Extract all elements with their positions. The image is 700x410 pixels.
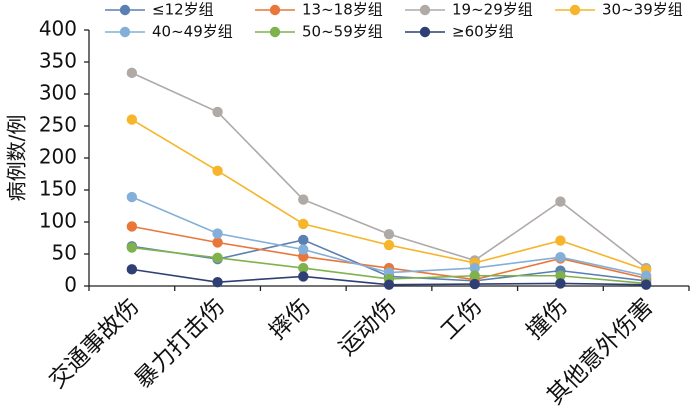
data-point: [126, 114, 138, 125]
data-point: [298, 271, 309, 282]
legend-swatch-marker: [269, 4, 281, 16]
legend: ≤12岁组 13~18岁组 19~29岁组 30~39岁组 40~49岁组 50~59岁组…: [105, 1, 683, 41]
x-tick-label: 摔伤: [265, 294, 316, 345]
data-point: [126, 191, 138, 203]
data-point: [212, 237, 223, 248]
series: [126, 67, 652, 274]
legend-label: 50~59岁组: [302, 23, 383, 41]
y-tick-label: 150: [39, 177, 77, 201]
legend-swatch-marker: [269, 26, 281, 38]
data-point: [555, 252, 566, 263]
data-point: [298, 218, 309, 230]
legend-item: 30~39岁组: [555, 1, 683, 19]
data-point: [555, 278, 566, 289]
data-point: [126, 242, 138, 253]
data-point: [126, 221, 138, 232]
data-point: [469, 262, 480, 274]
series: [126, 191, 652, 281]
data-point: [469, 278, 480, 290]
legend-label: 40~49岁组: [152, 23, 233, 41]
y-axis-label: 病例数/例: [5, 115, 29, 202]
data-point: [383, 279, 395, 290]
y-tick-label: 50: [52, 241, 77, 265]
data-point: [469, 270, 480, 281]
data-point: [126, 67, 138, 79]
data-point: [555, 270, 566, 281]
series: [126, 264, 652, 290]
x-tick-label: 工伤: [436, 294, 487, 345]
legend-label: ≥60岁组: [452, 23, 514, 41]
y-axis: 0 50 100 150 200 250 300 350 400: [39, 17, 90, 297]
legend-swatch-marker: [119, 4, 131, 16]
x-tick-label: 交通事故伤: [44, 294, 144, 394]
legend-item: ≤12岁组: [105, 1, 214, 19]
y-tick-label: 300: [39, 81, 77, 105]
legend-item: ≥60岁组: [405, 23, 514, 41]
legend-item: 50~59岁组: [255, 23, 383, 41]
data-point: [298, 244, 309, 255]
data-point: [212, 106, 223, 118]
y-tick-label: 350: [39, 49, 77, 73]
data-point: [555, 235, 566, 246]
data-point: [212, 228, 223, 239]
y-tick-label: 250: [39, 113, 77, 137]
y-tick-label: 0: [64, 273, 77, 297]
data-point: [640, 279, 652, 290]
data-point: [126, 264, 138, 275]
legend-item: 13~18岁组: [255, 1, 383, 19]
data-point: [212, 252, 223, 264]
data-point: [298, 234, 309, 246]
legend-item: 40~49岁组: [105, 23, 233, 41]
data-point: [555, 196, 566, 207]
data-point: [298, 262, 309, 274]
data-point: [383, 228, 395, 240]
y-tick-label: 400: [39, 17, 77, 41]
x-tick-label: 运动伤: [334, 294, 401, 361]
legend-swatch-marker: [419, 4, 431, 16]
legend-label: 19~29岁组: [452, 1, 533, 19]
legend-label: 13~18岁组: [302, 1, 383, 19]
data-point: [212, 165, 223, 176]
y-tick-label: 200: [39, 145, 77, 169]
series: [126, 114, 652, 276]
legend-label: ≤12岁组: [152, 1, 214, 19]
x-tick-label: 暴力打击伤: [130, 294, 230, 394]
legend-item: 19~29岁组: [405, 1, 533, 19]
data-point: [212, 276, 223, 288]
legend-swatch-marker: [119, 26, 131, 38]
y-tick-label: 100: [39, 209, 77, 233]
legend-label: 30~39岁组: [602, 1, 683, 19]
x-tick-label: 撞伤: [522, 294, 573, 345]
data-point: [640, 270, 652, 281]
legend-swatch-marker: [569, 4, 581, 16]
series-group: [126, 67, 652, 290]
data-point: [383, 239, 395, 251]
data-point: [298, 194, 309, 205]
legend-swatch-marker: [419, 26, 431, 38]
